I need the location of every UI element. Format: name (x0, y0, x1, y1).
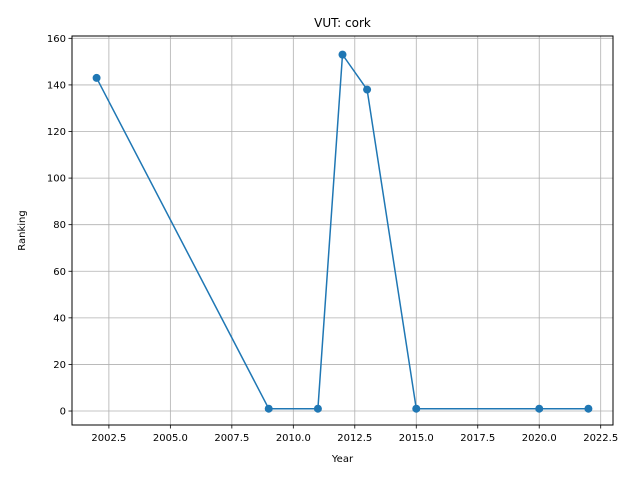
grid (72, 36, 613, 425)
x-tick-label: 2020.0 (522, 433, 557, 444)
y-tick-label: 80 (53, 220, 66, 231)
y-tick-label: 160 (47, 34, 66, 45)
y-axis-ticks: 0 20 40 60 80 100 120 140 160 (47, 34, 72, 418)
chart-title: VUT: cork (314, 16, 371, 30)
x-tick-label: 2022.5 (583, 433, 618, 444)
series-layer (92, 50, 593, 413)
x-tick-label: 2007.5 (214, 433, 249, 444)
y-tick-label: 100 (47, 174, 66, 185)
x-tick-label: 2005.0 (153, 433, 188, 444)
x-axis-label: Year (331, 454, 354, 465)
x-tick-label: 2010.0 (276, 433, 311, 444)
x-axis-ticks: 2002.5 2005.0 2007.5 2010.0 2012.5 2015.0 2017… (91, 425, 618, 444)
y-tick-label: 20 (53, 360, 66, 371)
y-tick-label: 40 (53, 313, 66, 324)
y-tick-label: 120 (47, 127, 66, 138)
series-line (95, 53, 589, 410)
y-axis-label: Ranking (17, 210, 28, 250)
data-point (313, 404, 322, 413)
y-tick-label: 0 (60, 407, 66, 418)
plot-area-frame (71, 35, 614, 426)
data-point (264, 404, 273, 413)
data-point (92, 73, 101, 82)
data-point (338, 50, 347, 59)
data-point (363, 85, 372, 94)
y-tick-label: 140 (47, 80, 66, 91)
x-tick-label: 2017.5 (460, 433, 495, 444)
x-tick-label: 2015.0 (399, 433, 434, 444)
data-point (584, 404, 593, 413)
y-tick-label: 60 (53, 267, 66, 278)
x-tick-label: 2012.5 (337, 433, 372, 444)
x-tick-label: 2002.5 (91, 433, 126, 444)
data-point (535, 404, 544, 413)
data-point (412, 404, 421, 413)
